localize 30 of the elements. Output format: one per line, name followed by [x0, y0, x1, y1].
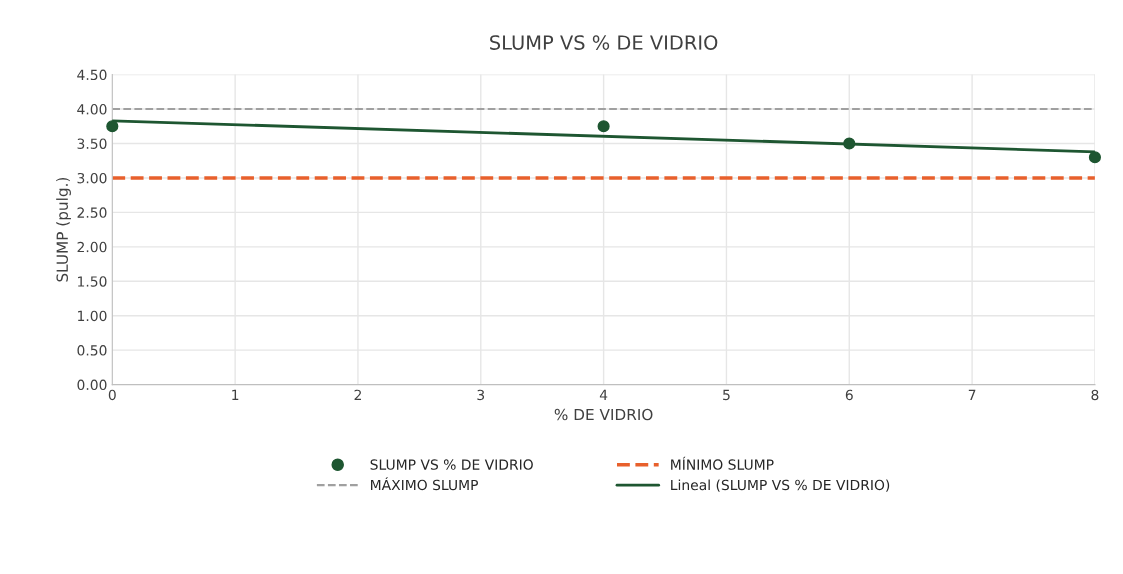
- y-tick-label: 3.00: [77, 172, 107, 184]
- point: [597, 120, 610, 133]
- y-tick-label: 4.50: [77, 69, 107, 81]
- y-tick-label: 0.00: [77, 379, 107, 391]
- x-tick-label: 7: [968, 389, 976, 400]
- x-tick-label: 8: [1091, 389, 1099, 401]
- y-tick-label: 2.00: [77, 241, 107, 253]
- y-tick-label: 0.50: [77, 345, 107, 356]
- x-tick-label: 0: [108, 389, 116, 401]
- x-tick-label: 6: [845, 389, 853, 401]
- x-tick-label: 2: [354, 389, 361, 400]
- legend-label: SLUMP VS % DE VIDRIO: [370, 459, 533, 470]
- y-tick-label: 1.50: [78, 276, 107, 287]
- chart-title: SLUMP VS % DE VIDRIO: [490, 35, 718, 50]
- x-tick-label: 3: [477, 389, 485, 401]
- x-tick-label: 5: [723, 389, 730, 401]
- point: [106, 120, 119, 133]
- legend-label: MÍNIMO SLUMP: [671, 456, 774, 470]
- y-axis-title: SLUMP (pulg.): [56, 177, 71, 282]
- x-tick-label: 1: [232, 389, 239, 400]
- y-tick-label: 4.00: [77, 104, 107, 115]
- legend-label: Lineal (SLUMP VS % DE VIDRIO): [671, 479, 890, 492]
- y-tick-label: 1.00: [78, 310, 107, 322]
- y-tick-label: 3.50: [77, 138, 107, 149]
- y-tick-label: 2.50: [77, 207, 107, 218]
- x-tick-label: 4: [599, 389, 608, 400]
- point: [843, 137, 856, 150]
- point: [1088, 151, 1101, 164]
- x-axis-title: % DE VIDRIO: [554, 408, 653, 421]
- legend-label: MÁXIMO SLUMP: [371, 477, 478, 491]
